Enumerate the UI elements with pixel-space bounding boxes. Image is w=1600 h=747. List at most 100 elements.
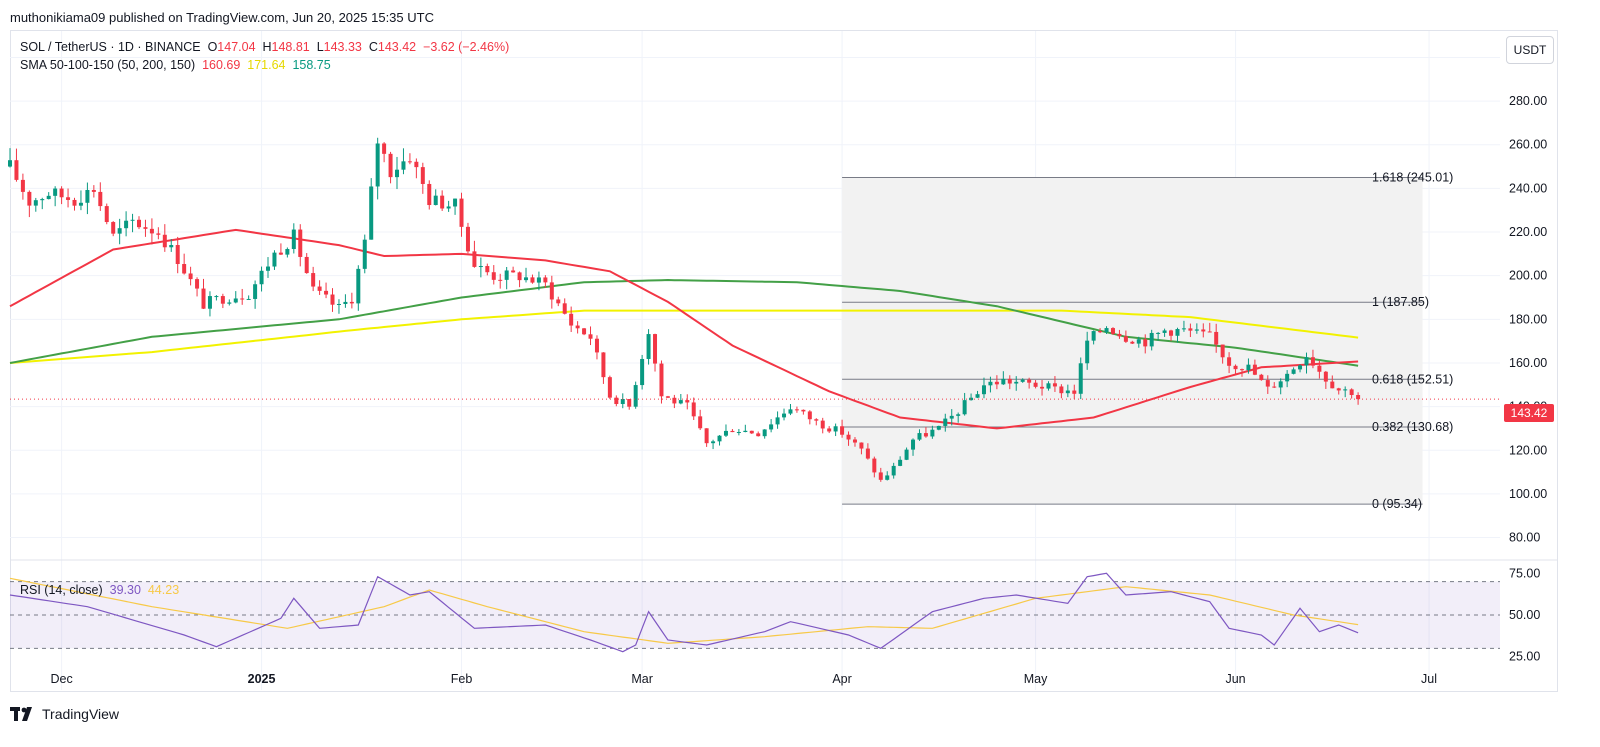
candle-body [440,195,445,209]
candle-body [1233,365,1238,370]
candle-body [433,195,438,206]
candle-body [562,303,567,314]
candle-body [762,429,767,437]
rsi-pane [9,559,1558,653]
candle-body [969,397,974,401]
candle-body [1310,357,1315,366]
candle-body [614,397,619,405]
candle-body [633,385,638,407]
candle-body [1343,389,1348,391]
candle-body [1336,388,1341,391]
candle-body [1130,341,1135,344]
candle-body [162,234,167,248]
price-tick-label: 80.00 [1509,531,1540,545]
price-tick-label: 240.00 [1509,181,1547,195]
candle-body [653,334,658,364]
candle-body [285,249,290,255]
candle-body [27,191,32,206]
candle-body [627,399,632,407]
time-tick-label: Dec [50,672,72,686]
candle-body [246,298,251,300]
symbol-legend: SOL / TetherUS · 1D · BINANCE O147.04 H1… [20,40,509,54]
candle-body [981,385,986,395]
last-price-tag: 143.42 [1504,404,1554,422]
fib-zone [842,177,1423,505]
candle-body [1207,331,1212,333]
candle-body [175,245,180,265]
candle-body [85,189,90,203]
candle-body [1091,331,1096,341]
symbol-name: SOL / TetherUS · 1D · BINANCE [20,40,201,54]
candle-body [620,399,625,405]
candle-body [453,198,458,207]
candle-body [1001,378,1006,385]
price-tick-label: 160.00 [1509,356,1547,370]
candle-body [349,301,354,304]
candle-body [311,273,316,287]
candle-body [988,381,993,386]
candle-body [156,233,161,235]
candle-body [1136,339,1141,344]
candle-body [407,161,412,163]
candle-body [511,270,516,273]
candle-body [814,419,819,421]
candle-body [607,377,612,398]
candle-body [1052,383,1057,387]
candle-body [504,270,509,280]
candle-body [1143,339,1148,347]
candle-body [201,288,206,309]
candle-body [188,273,193,280]
candle-body [1298,365,1303,370]
candle-body [885,475,890,480]
candle-body [336,303,341,305]
price-tick-label: 260.00 [1509,138,1547,152]
candle-body [1020,379,1025,382]
candle-body [794,409,799,411]
currency-button[interactable]: USDT [1506,36,1554,64]
time-tick-label: Feb [451,672,473,686]
candle-body [685,400,690,403]
candle-body [852,439,857,443]
candle-body [382,143,387,154]
candle-body [317,286,322,291]
candle-body [556,299,561,304]
candle-body [994,381,999,385]
sma150-value: 158.75 [292,58,331,72]
price-tick-label: 100.00 [1509,487,1547,501]
candle-body [1027,379,1032,383]
rsi-legend: RSI (14, close) 39.30 44.23 [20,583,179,597]
candle-body [169,245,174,248]
rsi-value: 39.30 [109,583,141,597]
footer-brand[interactable]: TradingView [10,706,119,722]
candle-body [491,272,496,280]
candle-body [717,435,722,442]
candle-body [1072,390,1077,394]
time-tick-label: Jul [1421,672,1437,686]
candle-body [704,428,709,444]
rsi-ma-value: 44.23 [147,583,180,597]
candle-body [1014,381,1019,384]
candle-body [33,200,38,206]
candle-body [369,186,374,240]
change-value: −3.62 (−2.46%) [423,40,510,54]
candle-body [104,206,109,223]
candle-body [498,279,503,281]
candle-body [530,277,535,283]
open-value: 147.04 [217,40,256,54]
price-chart[interactable]: 1.618 (245.01) 1 (187.85) 0.618 (152.51) 0.… [0,0,1600,700]
candle-body [149,228,154,234]
candle-body [324,290,329,295]
candle-body [343,301,348,304]
candle-body [446,206,451,209]
sma-legend: SMA 50-100-150 (50, 200, 150) 160.69 171… [20,58,331,72]
candle-body [395,169,400,178]
candle-body [898,459,903,466]
time-tick-label: May [1024,672,1048,686]
fib-level-label: 0.382 (130.68) [1372,420,1453,434]
candle-body [582,328,587,335]
candle-body [72,199,77,206]
candle-body [891,465,896,476]
sma50-value: 160.69 [202,58,241,72]
sma-150-line [9,278,1359,367]
candle-body [1330,381,1335,389]
